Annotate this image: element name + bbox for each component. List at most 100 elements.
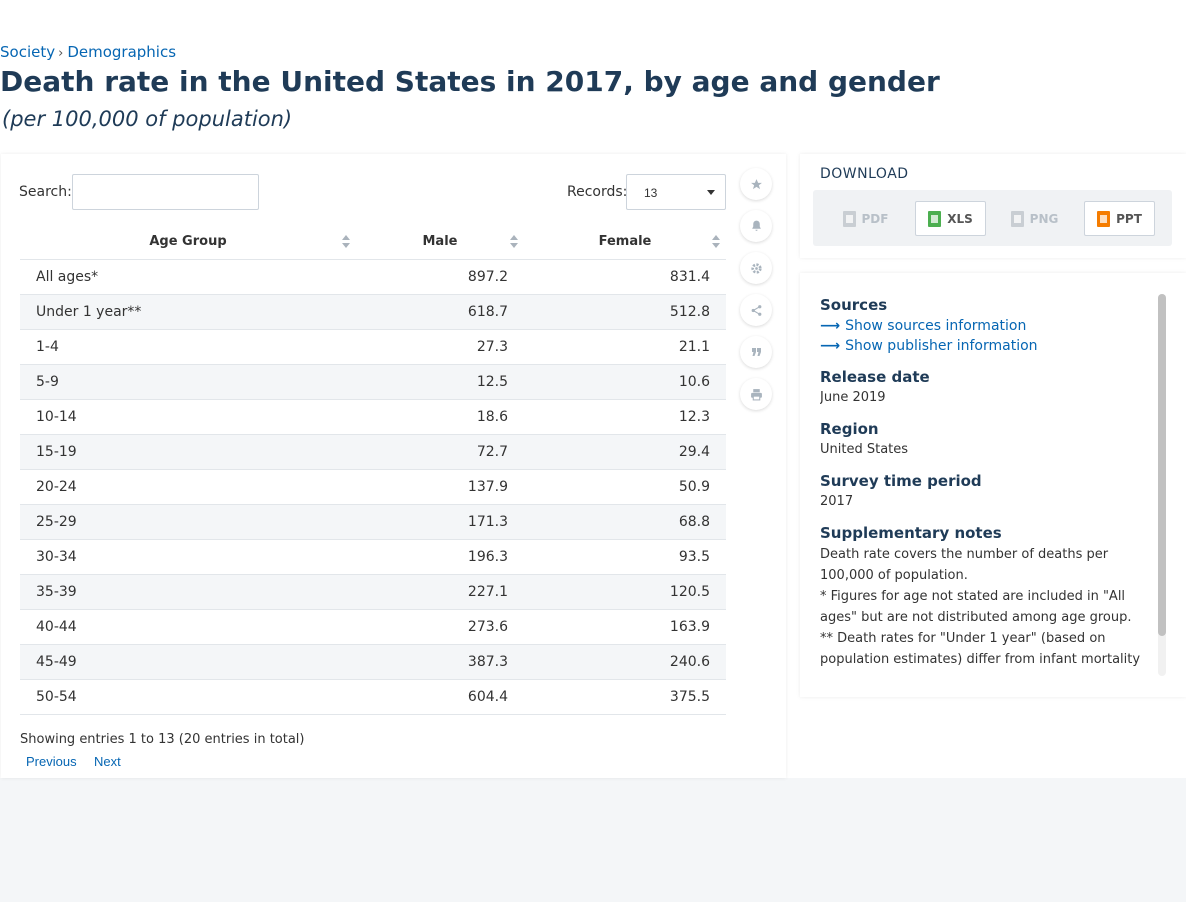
cell-female: 831.4 [524,259,726,295]
download-png-button[interactable]: PNG [999,201,1070,236]
data-table: Age Group Male Female All ages* 897.2 831.… [20,225,726,715]
cell-female: 50.9 [524,469,726,505]
cell-male: 171.3 [356,504,524,540]
cell-age-group: 1-4 [20,329,356,365]
sources-heading: Sources [820,296,888,314]
page-background-band [0,778,1186,902]
page-subtitle: (per 100,000 of population) [2,107,293,131]
cell-male: 897.2 [356,259,524,295]
download-ppt-button[interactable]: PPT [1084,201,1155,236]
sort-icon [510,235,518,249]
xls-file-icon [928,210,942,227]
records-select[interactable]: 13 [626,174,726,210]
details-card: Sources ⟶ Show sources information ⟶ Show … [800,273,1186,697]
table-header-row: Age Group Male Female [20,225,726,260]
table-row: 40-44 273.6 163.9 [20,609,726,645]
cell-female: 12.3 [524,399,726,435]
cell-male: 604.4 [356,679,524,715]
arrow-right-icon: ⟶ [820,338,841,354]
cell-age-group: 10-14 [20,399,356,435]
table-row: 15-19 72.7 29.4 [20,434,726,470]
cell-female: 10.6 [524,364,726,400]
cite-button[interactable] [740,336,772,368]
sort-icon [342,235,350,249]
cell-age-group: 50-54 [20,679,356,715]
quote-icon [751,348,761,356]
search-label: Search: [19,184,72,200]
cell-female: 93.5 [524,539,726,575]
chevron-down-icon [707,190,715,195]
cell-male: 18.6 [356,399,524,435]
table-row: 50-54 604.4 375.5 [20,679,726,715]
cell-female: 29.4 [524,434,726,470]
cell-male: 72.7 [356,434,524,470]
supplementary-notes-text: Death rate covers the number of deaths p… [820,547,1141,667]
cell-age-group: 45-49 [20,644,356,680]
breadcrumb-demographics[interactable]: Demographics [67,43,177,61]
cell-male: 12.5 [356,364,524,400]
pdf-file-icon [842,210,856,227]
table-row: 1-4 27.3 21.1 [20,329,726,365]
records-value: 13 [644,186,658,200]
print-button[interactable] [740,378,772,410]
favorite-button[interactable] [740,168,772,200]
download-xls-button[interactable]: XLS [915,201,986,236]
details-scrollbar-thumb[interactable] [1158,294,1166,636]
download-pdf-button[interactable]: PDF [830,201,901,236]
table-row: 30-34 196.3 93.5 [20,539,726,575]
table-row: 25-29 171.3 68.8 [20,504,726,540]
cell-female: 512.8 [524,294,726,330]
table-row: 45-49 387.3 240.6 [20,644,726,680]
table-row: 5-9 12.5 10.6 [20,364,726,400]
column-header-age-group[interactable]: Age Group [20,225,356,260]
column-header-female[interactable]: Female [524,225,726,260]
search-input[interactable] [72,174,259,210]
cell-female: 375.5 [524,679,726,715]
cell-male: 387.3 [356,644,524,680]
region-heading: Region [820,420,879,438]
survey-period-heading: Survey time period [820,472,982,490]
cell-male: 618.7 [356,294,524,330]
records-label: Records: [567,184,628,200]
notification-button[interactable] [740,210,772,242]
arrow-right-icon: ⟶ [820,318,841,334]
table-info: Showing entries 1 to 13 (20 entries in t… [20,732,305,747]
breadcrumb: Society › Demographics [0,43,176,61]
cell-age-group: 20-24 [20,469,356,505]
details-content: Sources ⟶ Show sources information ⟶ Show … [820,273,1142,677]
previous-page-button[interactable]: Previous [26,754,77,769]
star-icon [750,178,762,189]
download-title: DOWNLOAD [820,166,909,182]
breadcrumb-separator: › [58,46,64,61]
cell-male: 27.3 [356,329,524,365]
cell-age-group: 40-44 [20,609,356,645]
cell-female: 68.8 [524,504,726,540]
show-publisher-link[interactable]: ⟶ Show publisher information [820,338,1038,354]
sort-icon [712,235,720,249]
show-sources-link[interactable]: ⟶ Show sources information [820,318,1027,334]
table-row: 35-39 227.1 120.5 [20,574,726,610]
cell-female: 240.6 [524,644,726,680]
cell-male: 137.9 [356,469,524,505]
table-row: Under 1 year** 618.7 512.8 [20,294,726,330]
column-header-male[interactable]: Male [356,225,524,260]
cell-age-group: 35-39 [20,574,356,610]
breadcrumb-society[interactable]: Society [0,43,56,61]
table-row: 20-24 137.9 50.9 [20,469,726,505]
cell-age-group: 30-34 [20,539,356,575]
gear-icon [750,262,762,274]
share-button[interactable] [740,294,772,326]
cell-male: 273.6 [356,609,524,645]
cell-age-group: 15-19 [20,434,356,470]
region-value: United States [820,442,909,457]
release-date-heading: Release date [820,368,930,386]
cell-female: 120.5 [524,574,726,610]
cell-age-group: All ages* [20,259,356,295]
cell-female: 21.1 [524,329,726,365]
settings-button[interactable] [740,252,772,284]
cell-age-group: 25-29 [20,504,356,540]
cell-age-group: Under 1 year** [20,294,356,330]
ppt-file-icon [1097,210,1111,227]
cell-age-group: 5-9 [20,364,356,400]
next-page-button[interactable]: Next [94,754,121,769]
